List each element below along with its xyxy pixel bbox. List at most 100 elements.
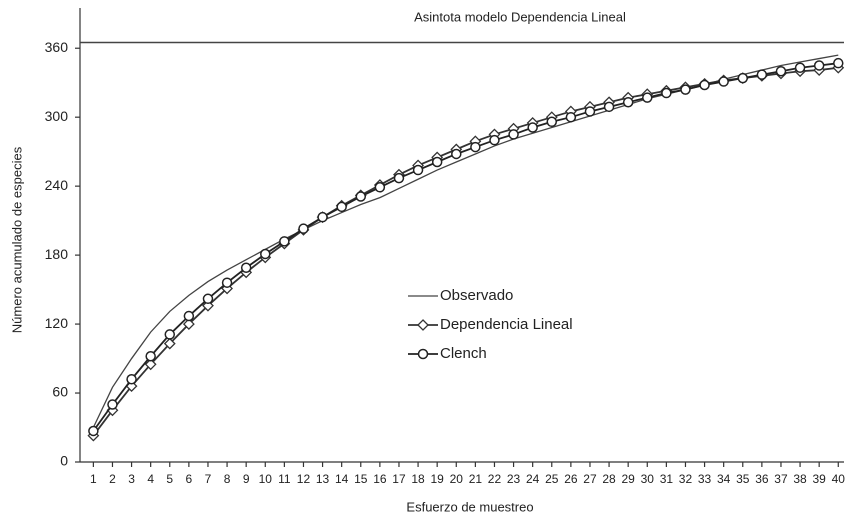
series-line — [92, 66, 839, 437]
point — [126, 373, 137, 385]
point — [699, 79, 710, 91]
point — [144, 358, 157, 371]
series-line — [92, 54, 839, 428]
x-tick-label: 39 — [812, 472, 826, 486]
point — [163, 337, 176, 350]
legend-marker — [417, 348, 429, 360]
point — [756, 69, 768, 80]
x-tick-label: 1 — [90, 472, 97, 486]
point — [451, 148, 462, 160]
y-axis-label: Número acumulado de especies — [9, 146, 24, 333]
point — [680, 84, 691, 95]
legend-label: Dependencia Lineal — [440, 316, 573, 333]
point — [508, 129, 519, 140]
x-tick-label: 12 — [297, 472, 311, 486]
legend-label: Clench — [440, 345, 487, 362]
point — [240, 262, 252, 274]
x-tick-label: 40 — [832, 472, 845, 486]
point — [603, 101, 615, 113]
point — [642, 92, 653, 103]
point — [393, 172, 405, 184]
y-tick-label: 180 — [45, 246, 69, 262]
x-tick-label: 26 — [564, 472, 578, 486]
x-tick-label: 7 — [205, 472, 212, 486]
point — [412, 164, 424, 176]
x-tick-label: 33 — [698, 472, 712, 486]
x-tick-label: 11 — [278, 472, 291, 486]
point — [145, 351, 156, 362]
x-tick-label: 4 — [147, 472, 154, 486]
point — [221, 277, 233, 288]
y-tick-label: 300 — [45, 108, 69, 124]
x-tick-label: 9 — [243, 472, 250, 486]
annotation: Asintota modelo Dependencia Lineal — [414, 9, 626, 24]
point — [317, 211, 328, 223]
point — [833, 57, 844, 69]
point — [431, 156, 443, 168]
y-tick-label: 0 — [60, 453, 68, 469]
x-tick-label: 2 — [109, 472, 116, 486]
point — [813, 60, 825, 71]
y-tick-label: 360 — [45, 39, 69, 55]
point — [794, 62, 806, 74]
point — [183, 310, 195, 322]
y-tick-label: 240 — [45, 177, 69, 193]
point — [202, 299, 214, 312]
point — [470, 141, 481, 153]
x-tick-label: 28 — [602, 472, 616, 486]
point — [260, 248, 271, 260]
point — [718, 76, 729, 87]
x-tick-label: 36 — [755, 472, 769, 486]
y-tick-label: 120 — [45, 315, 69, 331]
x-tick-label: 14 — [335, 472, 349, 486]
y-tick-label: 60 — [52, 384, 68, 400]
point — [527, 122, 538, 133]
x-tick-label: 13 — [316, 472, 330, 486]
point — [622, 96, 634, 108]
point — [336, 201, 347, 213]
x-tick-label: 34 — [717, 472, 731, 486]
x-tick-label: 27 — [583, 472, 597, 486]
point — [775, 65, 787, 77]
x-tick-label: 6 — [186, 472, 193, 486]
x-tick-label: 22 — [488, 472, 502, 486]
x-tick-label: 8 — [224, 472, 231, 486]
point — [737, 72, 749, 84]
x-tick-label: 5 — [166, 472, 173, 486]
point — [279, 236, 290, 247]
x-tick-label: 31 — [660, 472, 674, 486]
x-tick-label: 37 — [774, 472, 788, 486]
point — [164, 329, 176, 340]
x-tick-label: 20 — [450, 472, 464, 486]
x-tick-label: 32 — [679, 472, 693, 486]
legend-marker — [417, 319, 429, 331]
x-tick-label: 38 — [793, 472, 807, 486]
point — [584, 106, 596, 117]
x-tick-label: 10 — [259, 472, 273, 486]
x-tick-label: 24 — [526, 472, 540, 486]
x-axis-label: Esfuerzo de muestreo — [406, 499, 533, 514]
x-tick-label: 30 — [641, 472, 655, 486]
x-tick-label: 25 — [545, 472, 559, 486]
series-line — [92, 62, 839, 432]
x-tick-label: 16 — [373, 472, 387, 486]
point — [374, 182, 386, 193]
point — [565, 111, 577, 123]
x-tick-label: 3 — [128, 472, 135, 486]
point — [88, 425, 99, 437]
x-tick-label: 18 — [411, 472, 425, 486]
x-tick-label: 23 — [507, 472, 521, 486]
point — [661, 87, 672, 99]
point — [182, 318, 195, 330]
x-tick-label: 29 — [621, 472, 635, 486]
x-tick-label: 21 — [469, 472, 483, 486]
point — [202, 293, 214, 305]
x-tick-label: 17 — [392, 472, 406, 486]
point — [355, 191, 367, 202]
legend-label: Observado — [440, 287, 513, 304]
x-tick-label: 19 — [430, 472, 444, 486]
x-tick-label: 35 — [736, 472, 750, 486]
point — [107, 399, 118, 410]
point — [546, 116, 558, 128]
